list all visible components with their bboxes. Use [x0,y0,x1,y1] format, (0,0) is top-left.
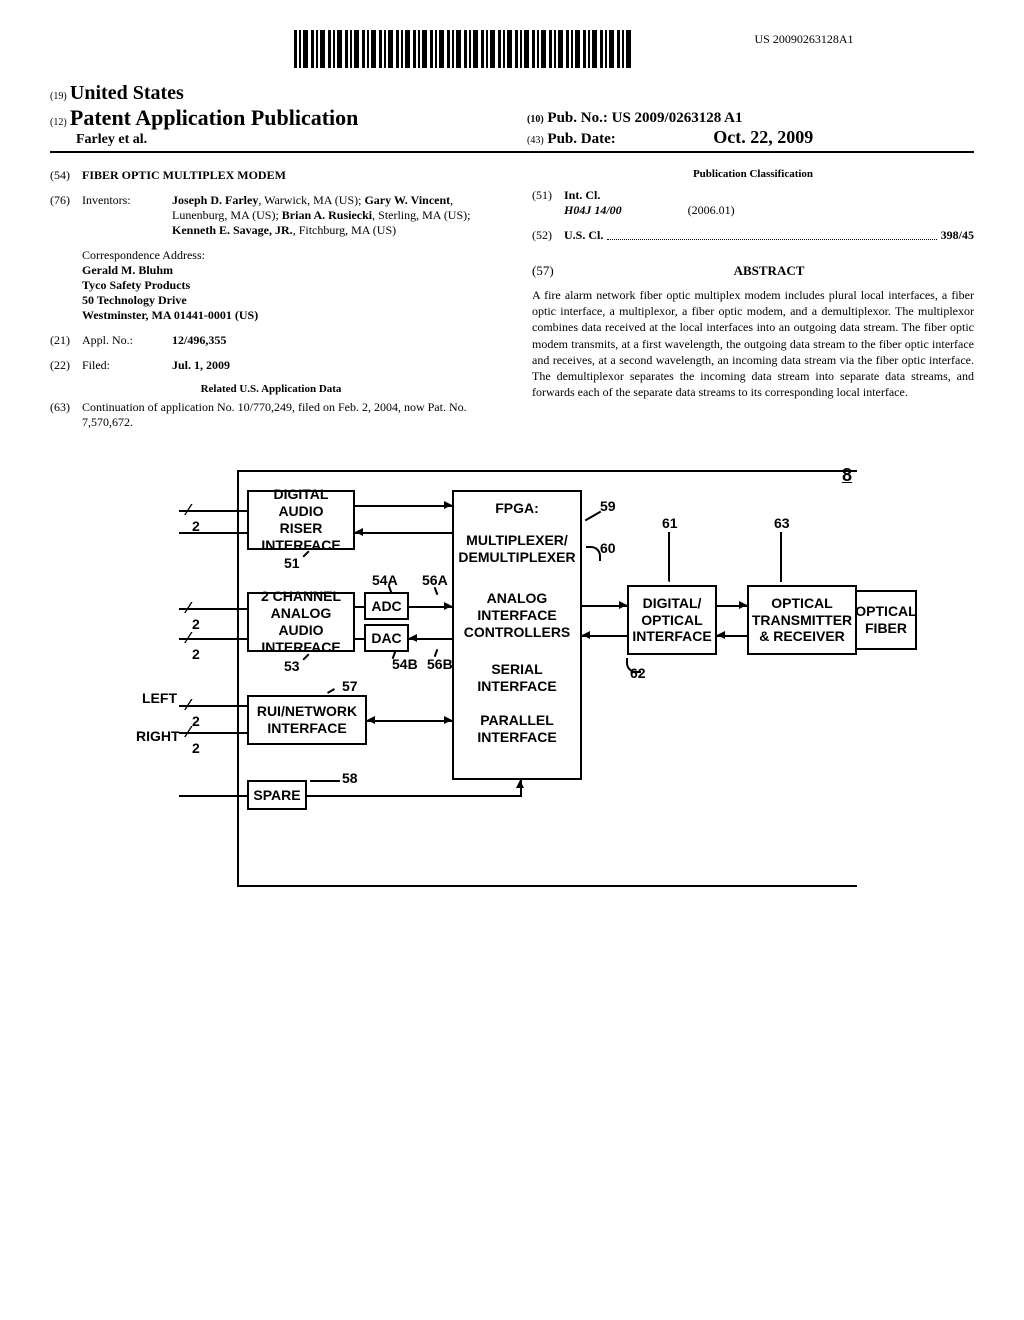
pub-type: Patent Application Publication [70,105,358,130]
filed-label: Filed: [82,358,172,373]
ref-53: 53 [284,658,300,674]
dotted-line [607,228,936,240]
pub-date: Oct. 22, 2009 [713,127,813,147]
inventors: Joseph D. Farley, Warwick, MA (US); Gary… [172,193,492,238]
digital-optical-box: DIGITAL/ OPTICAL INTERFACE [627,585,717,655]
ref-54b: 54B [392,656,418,672]
uscl-value: 398/45 [941,228,974,243]
slash-2-4: 2 [192,713,200,729]
slash-2-2: 2 [192,616,200,632]
content-columns: (54) FIBER OPTIC MULTIPLEX MODEM (76) In… [50,168,974,440]
appl-value: 12/496,355 [172,333,226,347]
analog-if-label: ANALOG INTERFACE CONTROLLERS [457,590,577,640]
ref-56a: 56A [422,572,448,588]
spare-box: SPARE [247,780,307,810]
corr-label: Correspondence Address: [82,248,492,263]
pubdate-prefix: (43) [527,135,544,146]
cont-text: Continuation of application No. 10/770,2… [82,400,492,430]
abstract-num: (57) [532,263,564,279]
pubdate-label: Pub. Date: [547,131,615,147]
serial-if-label: SERIAL INTERFACE [457,661,577,695]
inv-label: Inventors: [82,193,172,238]
ref-61: 61 [662,515,678,531]
uscl-num: (52) [532,228,564,243]
appl-num: (21) [50,333,82,348]
title-num: (54) [50,168,82,183]
header-row: (19) United States (12) Patent Applicati… [50,82,974,153]
inv-num: (76) [50,193,82,238]
classification-title: Publication Classification [532,168,974,180]
ref-58: 58 [342,770,358,786]
slash-2-3: 2 [192,646,200,662]
pubno-label: Pub. No.: [547,110,607,126]
intcl-num: (51) [532,188,564,218]
ref-60: 60 [600,540,616,556]
filed-value: Jul. 1, 2009 [172,358,230,372]
mux-label: MULTIPLEXER/ DEMULTIPLEXER [457,532,577,566]
left-column: (54) FIBER OPTIC MULTIPLEX MODEM (76) In… [50,168,492,440]
ref-57: 57 [342,678,358,694]
abstract-label: ABSTRACT [734,263,805,278]
fpga-box: FPGA: MULTIPLEXER/ DEMULTIPLEXER ANALOG … [452,490,582,780]
intcl-label: Int. Cl. [564,188,600,202]
intcl-code: H04J 14/00 [564,203,622,217]
related-title: Related U.S. Application Data [50,383,492,395]
block-diagram: 8 DIGITAL AUDIO RISER INTERFACE ∕ 2 51 2… [132,470,892,890]
pubtype-prefix: (12) [50,117,67,128]
optical-fiber-box: OPTICAL FIBER [857,590,917,650]
parallel-if-label: PARALLEL INTERFACE [457,712,577,746]
two-channel-box: 2 CHANNEL ANALOG AUDIO INTERFACE [247,592,355,652]
right-column: Publication Classification (51) Int. Cl.… [532,168,974,440]
ref-63: 63 [774,515,790,531]
country: United States [70,82,184,104]
rui-box: RUI/NETWORK INTERFACE [247,695,367,745]
dac-box: DAC [364,624,409,652]
fpga-label: FPGA: [457,500,577,517]
ref-54a: 54A [372,572,398,588]
ref-51: 51 [284,555,300,571]
pubno-prefix: (10) [527,114,544,125]
uscl-label: U.S. Cl. [564,228,603,243]
header-authors: Farley et al. [76,132,147,147]
appl-label: Appl. No.: [82,333,172,348]
optical-tx-box: OPTICAL TRANSMITTER & RECEIVER [747,585,857,655]
slash-2-5: 2 [192,740,200,756]
ref-8: 8 [842,465,852,486]
adc-box: ADC [364,592,409,620]
cont-num: (63) [50,400,82,430]
pub-no: US 2009/0263128 A1 [612,110,743,126]
left-label: LEFT [142,690,177,706]
intcl-year: (2006.01) [688,203,735,217]
right-label: RIGHT [136,728,180,744]
barcode-image [294,30,634,68]
patent-title: FIBER OPTIC MULTIPLEX MODEM [82,168,286,182]
correspondence: Gerald M. BluhmTyco Safety Products50 Te… [82,263,492,323]
abstract-text: A fire alarm network fiber optic multipl… [532,287,974,400]
barcode-section: US 20090263128A1 [50,30,974,72]
ref-59: 59 [600,498,616,514]
barcode-number: US 20090263128A1 [634,32,974,47]
ref-56b: 56B [427,656,453,672]
digital-audio-box: DIGITAL AUDIO RISER INTERFACE [247,490,355,550]
country-prefix: (19) [50,91,67,102]
filed-num: (22) [50,358,82,373]
